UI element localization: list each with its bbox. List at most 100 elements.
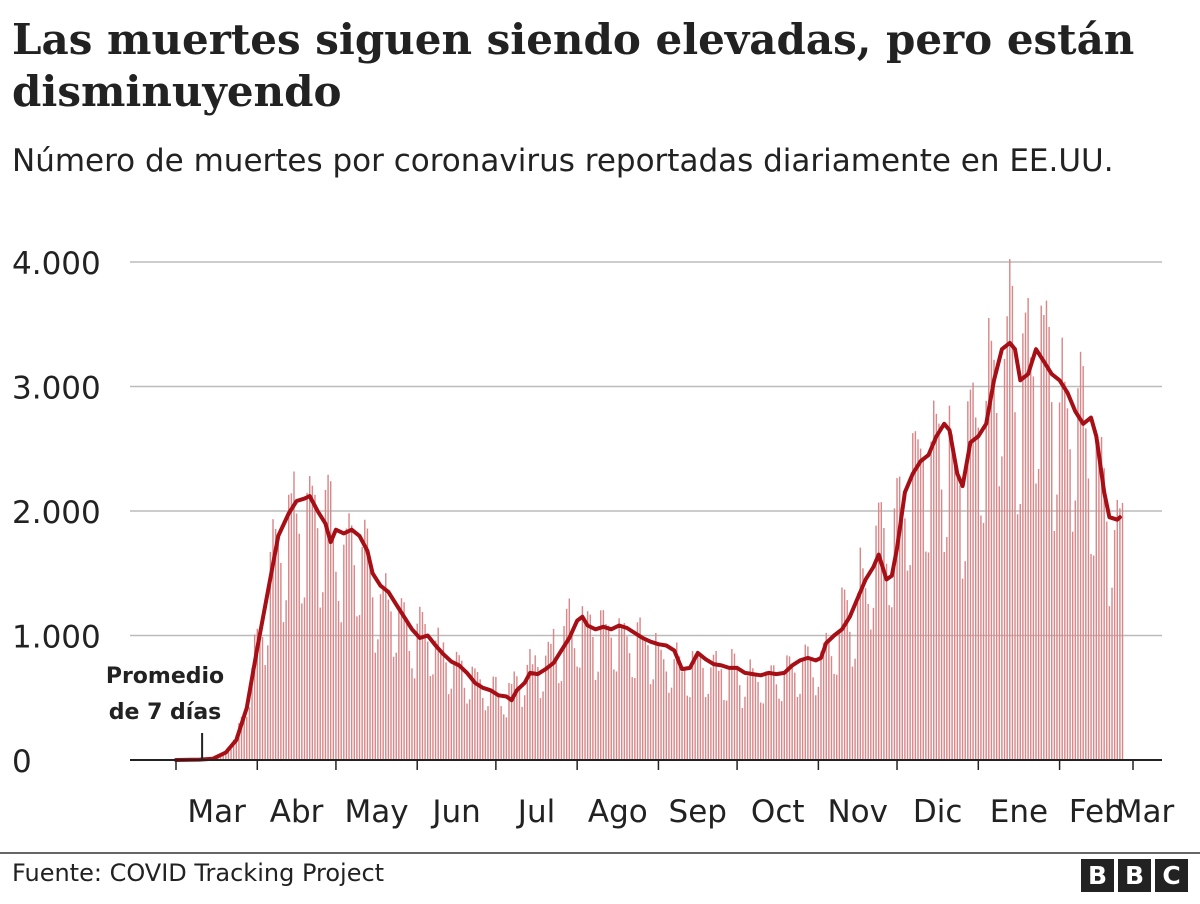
daily-bar [841,587,843,760]
daily-bar [434,640,437,760]
daily-bar [846,600,848,760]
daily-bar [906,570,909,760]
daily-bar [544,655,547,760]
daily-bar [1056,494,1058,760]
daily-bar [534,655,536,760]
daily-bar [951,434,953,760]
daily-bar [327,474,329,760]
daily-bar [807,646,809,760]
daily-bar [668,692,670,760]
daily-bar [980,515,982,760]
y-tick-label: 0 [12,744,32,780]
daily-bar [516,676,518,760]
daily-bar [1061,337,1063,760]
daily-bar [631,677,633,760]
daily-bar [295,513,298,760]
chart-subtitle: Número de muertes por coronavirus report… [12,143,1114,179]
daily-bar [909,565,911,760]
daily-bar [579,667,581,760]
daily-bar [720,669,723,760]
daily-bar [293,471,295,760]
daily-bar [883,527,885,760]
daily-bar [1016,514,1019,760]
daily-bar [691,651,694,760]
daily-bar [272,519,274,760]
daily-bar [421,611,424,760]
daily-bar [754,672,757,760]
daily-bar [896,478,898,760]
daily-bar [956,466,959,760]
daily-bar [382,588,384,760]
daily-bar [1053,531,1056,760]
x-tick-label: Sep [669,794,727,830]
daily-bar [290,493,293,760]
daily-bar [374,652,376,760]
daily-bar [977,427,980,760]
daily-bar [225,751,227,760]
daily-bar [859,547,862,760]
daily-bar [767,670,770,760]
daily-bar [922,460,924,760]
daily-bar [319,607,321,760]
daily-bar [990,340,993,760]
daily-bar [324,489,327,760]
daily-bar [974,417,977,760]
daily-bar [665,671,668,760]
daily-bar [419,606,421,760]
daily-bar [683,667,686,760]
daily-bar [1082,366,1084,760]
daily-bar [526,664,529,760]
daily-bar [833,673,835,760]
daily-bar [946,537,948,760]
daily-bar [471,666,473,760]
daily-bar [998,486,1001,760]
daily-bar [710,667,712,760]
y-tick-label: 2.000 [12,495,101,531]
daily-bar [775,684,778,760]
daily-bar [662,659,665,760]
daily-bar [568,598,571,760]
daily-bar [468,699,471,760]
x-tick-label: Mar [1116,794,1175,830]
daily-bar [843,589,846,760]
daily-bar [408,650,411,760]
daily-bar [783,670,786,760]
daily-bar [508,682,510,760]
x-tick-label: Oct [751,794,805,830]
daily-bar [560,681,563,760]
daily-bar [398,605,400,760]
daily-bar [1064,381,1066,760]
daily-bar [406,617,408,760]
x-tick-label: Ene [990,794,1048,830]
daily-bar [521,706,523,760]
daily-bar [594,679,597,760]
daily-bar [489,688,492,760]
x-tick-label: Abr [270,794,324,830]
daily-bar [531,664,534,760]
daily-bar [447,694,450,760]
chart-svg: 0 1.000 2.000 3.000 4.000 Mar Abr May Jun Jul Ago… [12,246,1175,830]
daily-bar [487,706,489,760]
bbc-logo-letter: C [1155,859,1188,892]
daily-bar [529,648,531,760]
daily-bar [838,632,841,760]
daily-bar [586,611,589,760]
daily-bar [759,702,762,760]
daily-bar [322,592,324,760]
daily-bar [893,508,896,760]
daily-bar [505,717,508,760]
y-tick-label: 4.000 [12,246,101,282]
daily-bar [513,671,515,760]
daily-bar [264,665,266,760]
y-tick-label: 1.000 [12,620,101,656]
daily-bar [830,656,833,760]
daily-bar [765,671,767,760]
daily-bar [311,485,314,760]
daily-bar [364,519,366,760]
daily-bar [728,669,730,760]
daily-bar [689,697,691,760]
daily-bar [864,588,867,760]
daily-bar [274,528,277,760]
y-tick-label: 3.000 [12,371,101,407]
daily-bar [715,651,717,760]
